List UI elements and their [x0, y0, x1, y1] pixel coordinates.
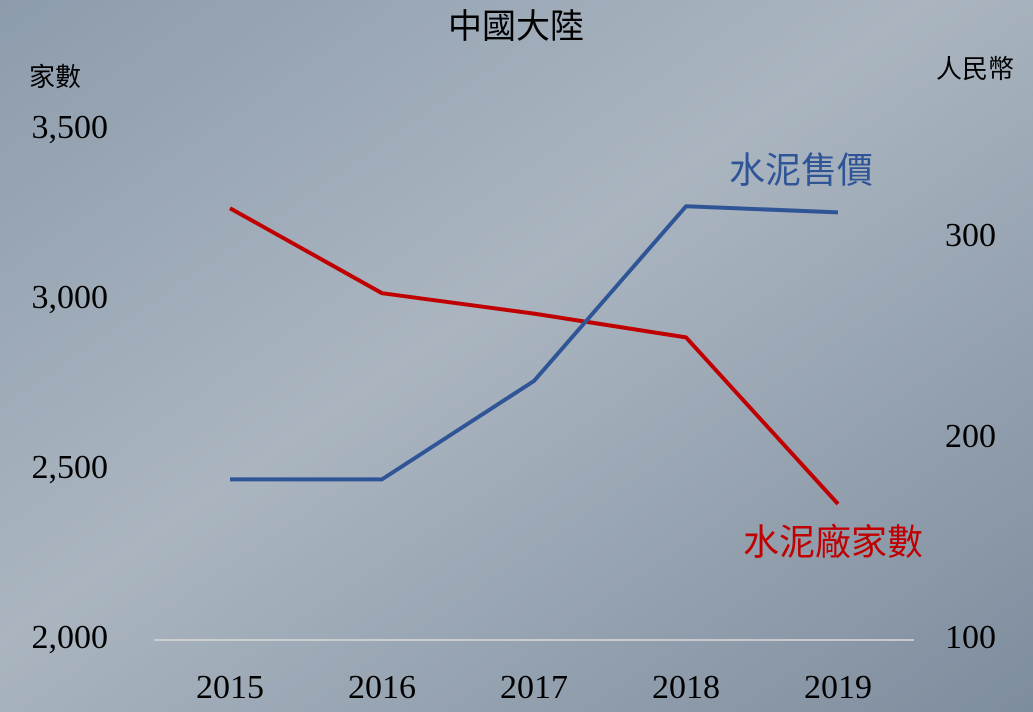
y-axis-label: 家數	[29, 63, 81, 92]
x-tick-label: 2017	[500, 669, 568, 706]
y2-axis-label: 人民幣	[936, 55, 1014, 84]
y2-tick-label: 300	[945, 217, 996, 254]
series-label: 水泥售價	[729, 151, 873, 191]
y-tick-label: 2,000	[32, 619, 109, 656]
x-tick-label: 2015	[196, 669, 264, 706]
x-tick-label: 2016	[348, 669, 416, 706]
series-line	[229, 206, 840, 506]
y2-tick-label: 200	[945, 418, 996, 455]
series-label: 水泥廠家數	[743, 522, 923, 562]
y-tick-label: 3,000	[32, 279, 109, 316]
series-line	[230, 204, 839, 482]
x-tick-label: 2018	[652, 669, 720, 706]
x-tick-label: 2019	[804, 669, 872, 706]
y-tick-label: 3,500	[32, 109, 109, 146]
chart-title: 中國大陸	[448, 8, 584, 46]
y2-tick-label: 100	[945, 619, 996, 656]
y-tick-label: 2,500	[32, 449, 109, 486]
